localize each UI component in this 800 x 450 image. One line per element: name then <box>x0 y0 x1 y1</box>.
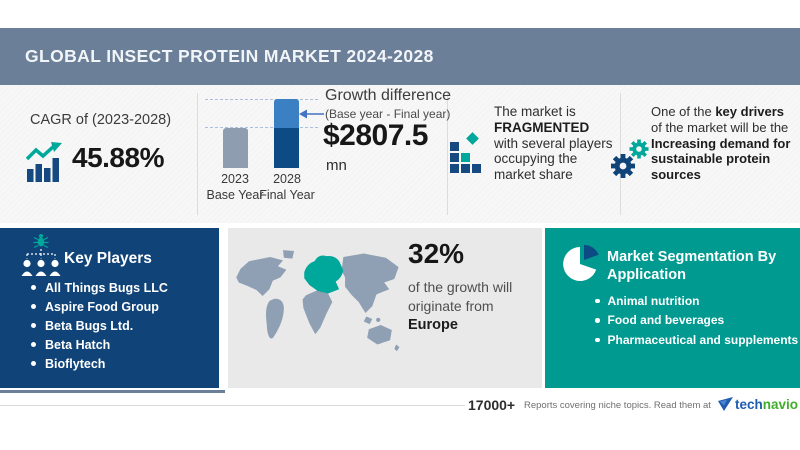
pie-chart-icon <box>563 244 599 281</box>
bar-2028-base-segment <box>274 128 299 168</box>
key-player-item: Bioflytech <box>31 354 168 373</box>
growth-difference-value: $2807.5 <box>323 119 428 152</box>
growth-difference-unit: mn <box>326 157 347 174</box>
dashed-guideline <box>205 127 318 128</box>
key-players-panel: Key Players All Things Bugs LLC Aspire F… <box>0 228 219 388</box>
bar-2023 <box>223 128 248 168</box>
section-divider <box>620 93 621 215</box>
dashed-guideline <box>205 99 318 100</box>
growth-difference-heading: Growth difference <box>325 87 451 104</box>
page-title: GLOBAL INSECT PROTEIN MARKET 2024-2028 <box>25 46 434 66</box>
cagr-value: 45.88% <box>72 142 164 173</box>
australia <box>367 324 392 345</box>
section-divider <box>447 93 448 215</box>
technavio-arrow-icon <box>718 397 733 411</box>
bullet-dot <box>31 342 36 347</box>
key-driver-text: One of the key drivers of the market wil… <box>651 104 791 183</box>
growth-difference-subheading: (Base year - Final year) <box>325 107 451 121</box>
key-player-item: All Things Bugs LLC <box>31 278 168 297</box>
bullet-dot <box>31 285 36 290</box>
top-stats-row: CAGR of (2023-2028) 45.88% 2023 Base Yea… <box>0 85 800 223</box>
asia <box>341 253 399 314</box>
africa <box>302 290 333 335</box>
key-player-item: Beta Bugs Ltd. <box>31 316 168 335</box>
bullet-dot <box>595 337 600 342</box>
europe-share-text: of the growth will originate from Europe <box>408 279 513 333</box>
segmentation-item: Pharmaceutical and supplements <box>595 330 798 350</box>
bullet-dot <box>31 304 36 309</box>
technavio-logo[interactable]: tech navio <box>718 397 798 412</box>
key-player-item: Beta Hatch <box>31 335 168 354</box>
footer-tagline: Reports covering niche topics. Read them… <box>524 400 711 411</box>
bullet-dot <box>595 298 600 303</box>
segmentation-list: Animal nutrition Food and beverages Phar… <box>595 291 798 350</box>
region-name: Europe <box>408 317 458 333</box>
bar-2028-growth-segment <box>274 99 299 128</box>
europe-share-value: 32% <box>408 238 465 269</box>
title-bar: GLOBAL INSECT PROTEIN MARKET 2024-2028 <box>0 28 800 85</box>
section-divider <box>197 93 198 215</box>
bar-label-2028: 2028 Final Year <box>259 172 315 202</box>
new-zealand <box>394 344 400 352</box>
key-players-list: All Things Bugs LLC Aspire Food Group Be… <box>31 278 168 373</box>
segmentation-item: Animal nutrition <box>595 291 798 311</box>
southeast-asia <box>363 316 373 325</box>
fragmented-highlight: FRAGMENTED <box>494 119 590 135</box>
growth-bars-icon <box>26 142 62 182</box>
key-players-icon <box>21 234 61 276</box>
north-america <box>236 256 287 297</box>
world-map <box>236 250 400 352</box>
bullet-dot <box>31 323 36 328</box>
fragmented-squares-icon <box>449 132 483 175</box>
segmentation-panel: Market Segmentation By Application Animal… <box>545 228 800 388</box>
gears-icon <box>611 139 649 178</box>
bar-2028 <box>274 99 299 168</box>
key-player-item: Aspire Food Group <box>31 297 168 316</box>
greenland <box>283 250 295 259</box>
bullet-dot <box>595 318 600 323</box>
footer-divider <box>0 405 465 406</box>
report-count: 17000+ <box>468 397 516 413</box>
segmentation-item: Food and beverages <box>595 311 798 331</box>
bullet-dot <box>31 361 36 366</box>
cagr-label: CAGR of (2023-2028) <box>30 112 172 128</box>
fragmentation-text: The market is FRAGMENTED with several pl… <box>494 104 613 183</box>
segmentation-heading: Market Segmentation By Application <box>607 249 777 283</box>
europe-region-highlight <box>304 255 344 294</box>
bar-label-2023: 2023 Base Year <box>206 172 264 202</box>
south-america <box>266 298 284 339</box>
regional-growth-panel: 32% of the growth will originate from Eu… <box>228 228 542 388</box>
panel-accent-line <box>0 390 225 393</box>
key-players-heading: Key Players <box>64 250 152 267</box>
left-arrow-icon <box>299 109 324 119</box>
